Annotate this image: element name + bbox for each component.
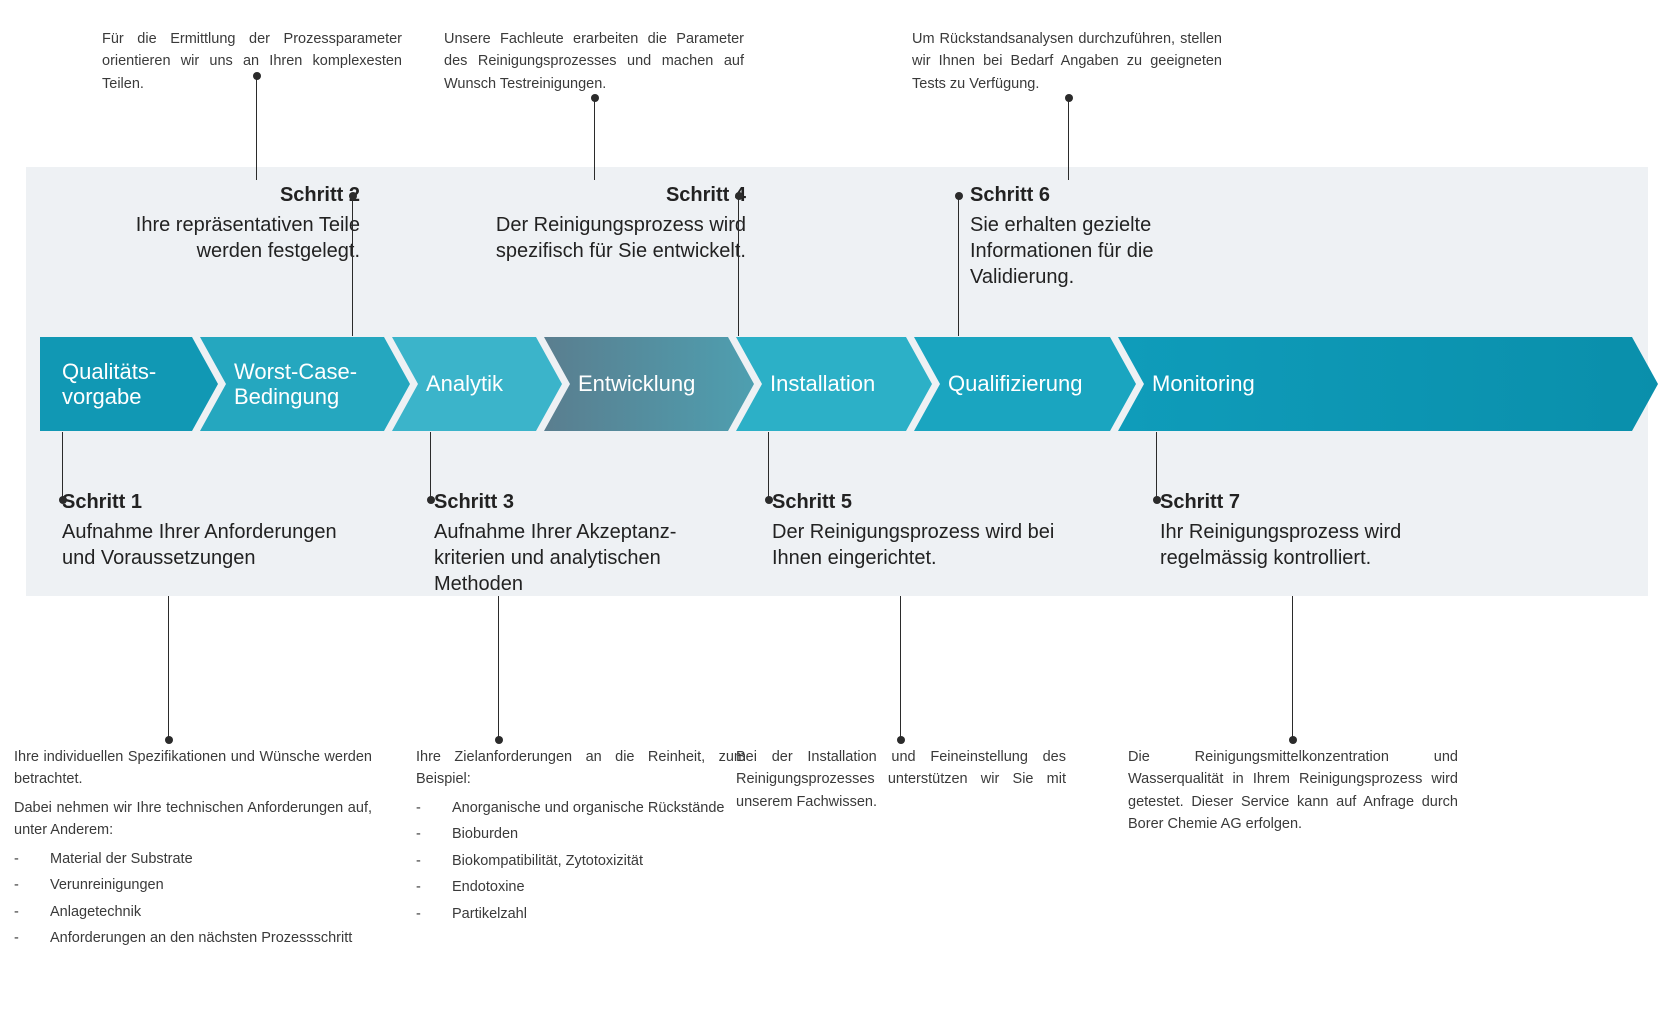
step-detail-s4: Unsere Fachleute erarbeiten die Paramete… <box>444 28 744 101</box>
step-title-s5: Schritt 5 <box>772 490 1072 515</box>
step-detail-s3: Ihre Zielanforderungen an die Reinheit, … <box>416 746 746 929</box>
connector-dot-s5 <box>765 496 773 504</box>
step-subtitle-s6: Sie erhalten gezielte Informationen für … <box>970 212 1230 290</box>
process-arrow-a4: Entwicklung <box>544 337 754 431</box>
step-subtitle-s7: Ihr Reinigungsprozess wird regelmässig k… <box>1160 519 1460 571</box>
process-diagram: Qualitäts-vorgabe Worst-Case-Bedingung Ana… <box>0 0 1674 1034</box>
process-arrow-label-a2: Worst-Case-Bedingung <box>234 337 380 431</box>
step-detail-para-s5-0: Bei der Installation und Feineinstellung… <box>736 746 1066 813</box>
process-arrow-label-a7: Monitoring <box>1152 337 1628 431</box>
step-subtitle-s2: Ihre repräsentativen Teile werden festge… <box>110 212 360 264</box>
step-title-s1: Schritt 1 <box>62 490 352 515</box>
process-arrow-a2: Worst-Case-Bedingung <box>200 337 410 431</box>
step-detail-para-s3-0: Ihre Zielanforderungen an die Reinheit, … <box>416 746 746 791</box>
step-detail-s5: Bei der Installation und Feineinstellung… <box>736 746 1066 819</box>
connector-arrow-s6 <box>958 196 959 336</box>
step-title-s6: Schritt 6 <box>970 183 1230 208</box>
connector-detail-s1 <box>168 596 169 740</box>
step-detail-para-s1-1: Dabei nehmen wir Ihre technischen Anford… <box>14 797 372 842</box>
step-detail-s2: Für die Ermittlung der Prozessparameter … <box>102 28 402 101</box>
step-detail-item-s3-2: Biokompatibilität, Zytotoxizität <box>416 850 746 872</box>
step-detail-para-s6-0: Um Rückstandsanalysen durchzuführen, ste… <box>912 28 1222 95</box>
step-detail-item-s1-0: Material der Substrate <box>14 848 372 870</box>
process-arrow-a6: Qualifizierung <box>914 337 1136 431</box>
step-detail-para-s1-0: Ihre individuellen Spezifikationen und W… <box>14 746 372 791</box>
connector-dot-s2 <box>349 192 357 200</box>
step-detail-item-s3-1: Bioburden <box>416 823 746 845</box>
process-arrow-label-a6: Qualifizierung <box>948 337 1106 431</box>
connector-arrow-s4 <box>738 196 739 336</box>
connector-detail-s4 <box>594 98 595 180</box>
process-arrow-label-a5: Installation <box>770 337 902 431</box>
process-arrow-a3: Analytik <box>392 337 562 431</box>
connector-detail-dot-s2 <box>253 72 261 80</box>
step-callout-s6: Schritt 6 Sie erhalten gezielte Informati… <box>970 183 1230 290</box>
step-callout-s7: Schritt 7 Ihr Reinigungsprozess wird rege… <box>1160 490 1460 571</box>
step-subtitle-s4: Der Reinigungsprozess wird spezifisch fü… <box>486 212 746 264</box>
step-callout-s4: Schritt 4 Der Reinigungsprozess wird spez… <box>486 183 746 264</box>
step-detail-para-s2-0: Für die Ermittlung der Prozessparameter … <box>102 28 402 95</box>
process-arrow-label-a1: Qualitäts-vorgabe <box>62 337 188 431</box>
connector-arrow-s1 <box>62 432 63 500</box>
step-title-s2: Schritt 2 <box>110 183 360 208</box>
process-arrow-a1: Qualitäts-vorgabe <box>40 337 218 431</box>
step-title-s3: Schritt 3 <box>434 490 724 515</box>
step-detail-item-s1-2: Anlagetechnik <box>14 901 372 923</box>
step-detail-item-s1-3: Anforderungen an den nächsten Prozesssch… <box>14 927 372 949</box>
step-title-s4: Schritt 4 <box>486 183 746 208</box>
process-arrow-a5: Installation <box>736 337 932 431</box>
connector-detail-dot-s1 <box>165 736 173 744</box>
connector-dot-s1 <box>59 496 67 504</box>
step-detail-s1: Ihre individuellen Spezifikationen und W… <box>14 746 372 954</box>
step-callout-s5: Schritt 5 Der Reinigungsprozess wird bei … <box>772 490 1072 571</box>
step-detail-para-s4-0: Unsere Fachleute erarbeiten die Paramete… <box>444 28 744 95</box>
step-detail-list-s1: Material der Substrate Verunreinigungen An… <box>14 848 372 950</box>
connector-detail-s6 <box>1068 98 1069 180</box>
connector-detail-dot-s4 <box>591 94 599 102</box>
step-detail-para-s7-0: Die Reinigungsmittelkonzentration und Wa… <box>1128 746 1458 836</box>
connector-arrow-s5 <box>768 432 769 500</box>
connector-detail-s7 <box>1292 596 1293 740</box>
step-callout-s3: Schritt 3 Aufnahme Ihrer Akzeptanz­kriter… <box>434 490 724 597</box>
step-detail-item-s3-0: Anorganische und organische Rückstände <box>416 797 746 819</box>
connector-dot-s3 <box>427 496 435 504</box>
step-detail-item-s3-4: Partikelzahl <box>416 903 746 925</box>
step-detail-s7: Die Reinigungsmittelkonzentration und Wa… <box>1128 746 1458 842</box>
connector-detail-dot-s5 <box>897 736 905 744</box>
step-detail-item-s3-3: Endotoxine <box>416 876 746 898</box>
step-subtitle-s3: Aufnahme Ihrer Akzeptanz­kriterien und a… <box>434 519 724 597</box>
step-detail-s6: Um Rückstandsanalysen durchzuführen, ste… <box>912 28 1222 101</box>
connector-arrow-s3 <box>430 432 431 500</box>
connector-dot-s7 <box>1153 496 1161 504</box>
process-arrow-label-a3: Analytik <box>426 337 532 431</box>
connector-detail-s2 <box>256 76 257 180</box>
step-detail-item-s1-1: Verunreinigungen <box>14 874 372 896</box>
connector-dot-s4 <box>735 192 743 200</box>
step-subtitle-s5: Der Reinigungsprozess wird bei Ihnen ein… <box>772 519 1072 571</box>
connector-arrow-s7 <box>1156 432 1157 500</box>
connector-detail-dot-s3 <box>495 736 503 744</box>
connector-arrow-s2 <box>352 196 353 336</box>
connector-detail-dot-s7 <box>1289 736 1297 744</box>
step-title-s7: Schritt 7 <box>1160 490 1460 515</box>
step-callout-s1: Schritt 1 Aufnahme Ihrer Anforderungen un… <box>62 490 352 571</box>
connector-detail-s3 <box>498 596 499 740</box>
step-detail-list-s3: Anorganische und organische Rückstände Bi… <box>416 797 746 925</box>
process-arrow-a7: Monitoring <box>1118 337 1658 431</box>
process-arrow-label-a4: Entwicklung <box>578 337 724 431</box>
connector-detail-s5 <box>900 596 901 740</box>
step-callout-s2: Schritt 2 Ihre repräsentativen Teile werd… <box>110 183 360 264</box>
step-subtitle-s1: Aufnahme Ihrer Anforderungen und Vorauss… <box>62 519 352 571</box>
connector-detail-dot-s6 <box>1065 94 1073 102</box>
connector-dot-s6 <box>955 192 963 200</box>
